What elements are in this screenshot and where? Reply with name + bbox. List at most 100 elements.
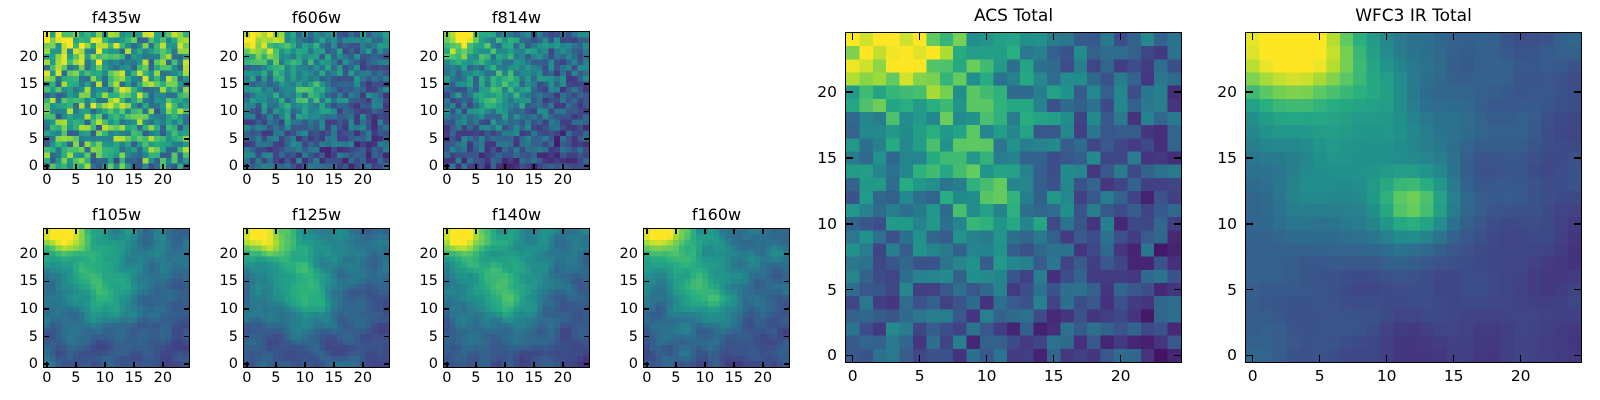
x-tick-mark-bottom <box>75 164 77 169</box>
y-tick-mark-left <box>244 335 249 338</box>
x-tick-mark-bottom <box>333 362 335 367</box>
x-tick-label: 15 <box>324 172 344 188</box>
y-tick-label: 0 <box>1227 346 1237 365</box>
y-tick-label: 10 <box>817 214 837 233</box>
y-tick-mark-left <box>644 308 649 310</box>
x-tick-mark-top <box>362 32 364 37</box>
x-tick-label: 10 <box>1376 367 1397 385</box>
y-tick-mark-left <box>644 363 649 366</box>
heatmap-image <box>44 32 189 169</box>
y-tick-label: 20 <box>619 245 638 262</box>
y-tick-mark-right <box>1574 223 1581 225</box>
y-tick-label: 10 <box>19 301 38 318</box>
x-tick-mark-bottom <box>533 362 535 367</box>
panel-f814w: f814w 0 5 10 15 20 0 5 10 15 20 <box>420 9 590 188</box>
heatmap-image <box>846 33 1181 362</box>
heatmap-plot-area: 0 5 10 15 20 0 5 10 15 20 <box>1217 32 1582 385</box>
x-tick-mark-bottom <box>304 362 306 367</box>
heatmap-plot-area: 0 5 10 15 20 0 5 10 15 20 <box>220 228 390 386</box>
y-tick-mark-left <box>244 138 249 140</box>
x-tick-mark-top <box>162 32 164 37</box>
x-tick-label: 15 <box>1043 367 1064 385</box>
x-tick-mark-top <box>1385 33 1388 40</box>
y-tick-label: 10 <box>619 301 638 318</box>
x-tick-label: 0 <box>847 367 858 385</box>
x-tick-mark-top <box>1251 33 1254 40</box>
y-tick-mark-right <box>384 165 389 168</box>
x-tick-mark-top <box>475 229 477 234</box>
y-tick-mark-right <box>184 253 189 255</box>
y-tick-mark-left <box>846 157 853 159</box>
x-tick-mark-top <box>246 32 248 37</box>
panel-acs-total: ACS Total 0 5 10 15 20 0 5 10 15 20 <box>817 7 1182 385</box>
y-tick-mark-right <box>184 308 189 310</box>
y-tick-label: 5 <box>428 328 438 345</box>
panel-title: ACS Total <box>973 6 1054 27</box>
x-tick-label: 20 <box>353 172 373 188</box>
y-tick-mark-right <box>184 280 189 283</box>
y-tick-mark-left <box>244 280 249 283</box>
y-tick-mark-left <box>244 55 249 58</box>
x-tick-label: 0 <box>442 370 452 386</box>
y-tick-mark-left <box>244 83 249 85</box>
x-tick-label: 0 <box>42 172 52 188</box>
y-tick-mark-right <box>784 335 789 338</box>
panel-title: f140w <box>491 205 542 225</box>
x-tick-mark-top <box>104 32 106 37</box>
x-tick-mark-bottom <box>75 362 77 367</box>
panel-f435w: f435w 0 5 10 15 20 0 5 10 15 20 <box>20 9 190 188</box>
y-tick-mark-left <box>44 335 49 338</box>
y-tick-label: 5 <box>28 130 38 147</box>
x-tick-mark-top <box>533 229 535 234</box>
x-tick-label: 15 <box>124 172 144 188</box>
x-tick-mark-top <box>1519 33 1522 40</box>
y-tick-mark-left <box>44 55 49 58</box>
x-tick-mark-bottom <box>104 362 106 367</box>
x-tick-label: 20 <box>1510 367 1531 385</box>
x-tick-mark-top <box>733 229 735 234</box>
x-tick-label: 10 <box>495 172 515 188</box>
y-tick-mark-left <box>444 55 449 58</box>
x-tick-label: 15 <box>1443 367 1464 385</box>
x-tick-label: 5 <box>471 370 481 386</box>
x-tick-label: 20 <box>353 370 373 386</box>
x-tick-mark-top <box>133 229 135 234</box>
y-tick-mark-left <box>44 138 49 140</box>
heatmap-plot-area: 0 5 10 15 20 0 5 10 15 20 <box>20 31 190 188</box>
y-tick-mark-left <box>444 83 449 85</box>
y-tick-mark-left <box>644 253 649 255</box>
x-tick-mark-top <box>1318 33 1321 40</box>
y-tick-label: 20 <box>419 245 438 262</box>
y-tick-label: 20 <box>219 245 238 262</box>
x-tick-label: 10 <box>95 172 115 188</box>
y-tick-mark-left <box>1246 157 1253 159</box>
x-tick-mark-top <box>362 229 364 234</box>
y-tick-mark-right <box>184 165 189 168</box>
x-tick-mark-bottom <box>162 164 164 169</box>
x-tick-label: 5 <box>271 172 281 188</box>
y-tick-mark-right <box>784 253 789 255</box>
x-tick-mark-bottom <box>562 362 564 367</box>
heatmap-image <box>444 32 589 169</box>
x-tick-label: 5 <box>1314 367 1325 385</box>
y-tick-mark-left <box>44 165 49 168</box>
y-tick-mark-right <box>584 363 589 366</box>
x-tick-mark-top <box>46 32 48 37</box>
y-tick-mark-right <box>584 110 589 113</box>
x-tick-mark-bottom <box>1519 355 1522 362</box>
x-tick-label: 15 <box>124 370 144 386</box>
y-tick-mark-left <box>444 280 449 283</box>
y-tick-mark-left <box>846 223 853 225</box>
x-tick-label: 10 <box>95 370 115 386</box>
x-tick-mark-bottom <box>333 164 335 169</box>
panel-f140w: f140w 0 5 10 15 20 0 5 10 15 20 <box>420 206 590 386</box>
y-tick-label: 15 <box>419 76 438 93</box>
y-tick-mark-left <box>244 165 249 168</box>
y-tick-mark-right <box>784 363 789 366</box>
x-tick-label: 0 <box>242 172 252 188</box>
y-tick-mark-right <box>584 253 589 255</box>
x-tick-mark-top <box>1052 33 1055 40</box>
y-tick-label: 20 <box>19 245 38 262</box>
heatmap-plot-area: 0 5 10 15 20 0 5 10 15 20 <box>220 31 390 188</box>
y-tick-label: 10 <box>419 301 438 318</box>
